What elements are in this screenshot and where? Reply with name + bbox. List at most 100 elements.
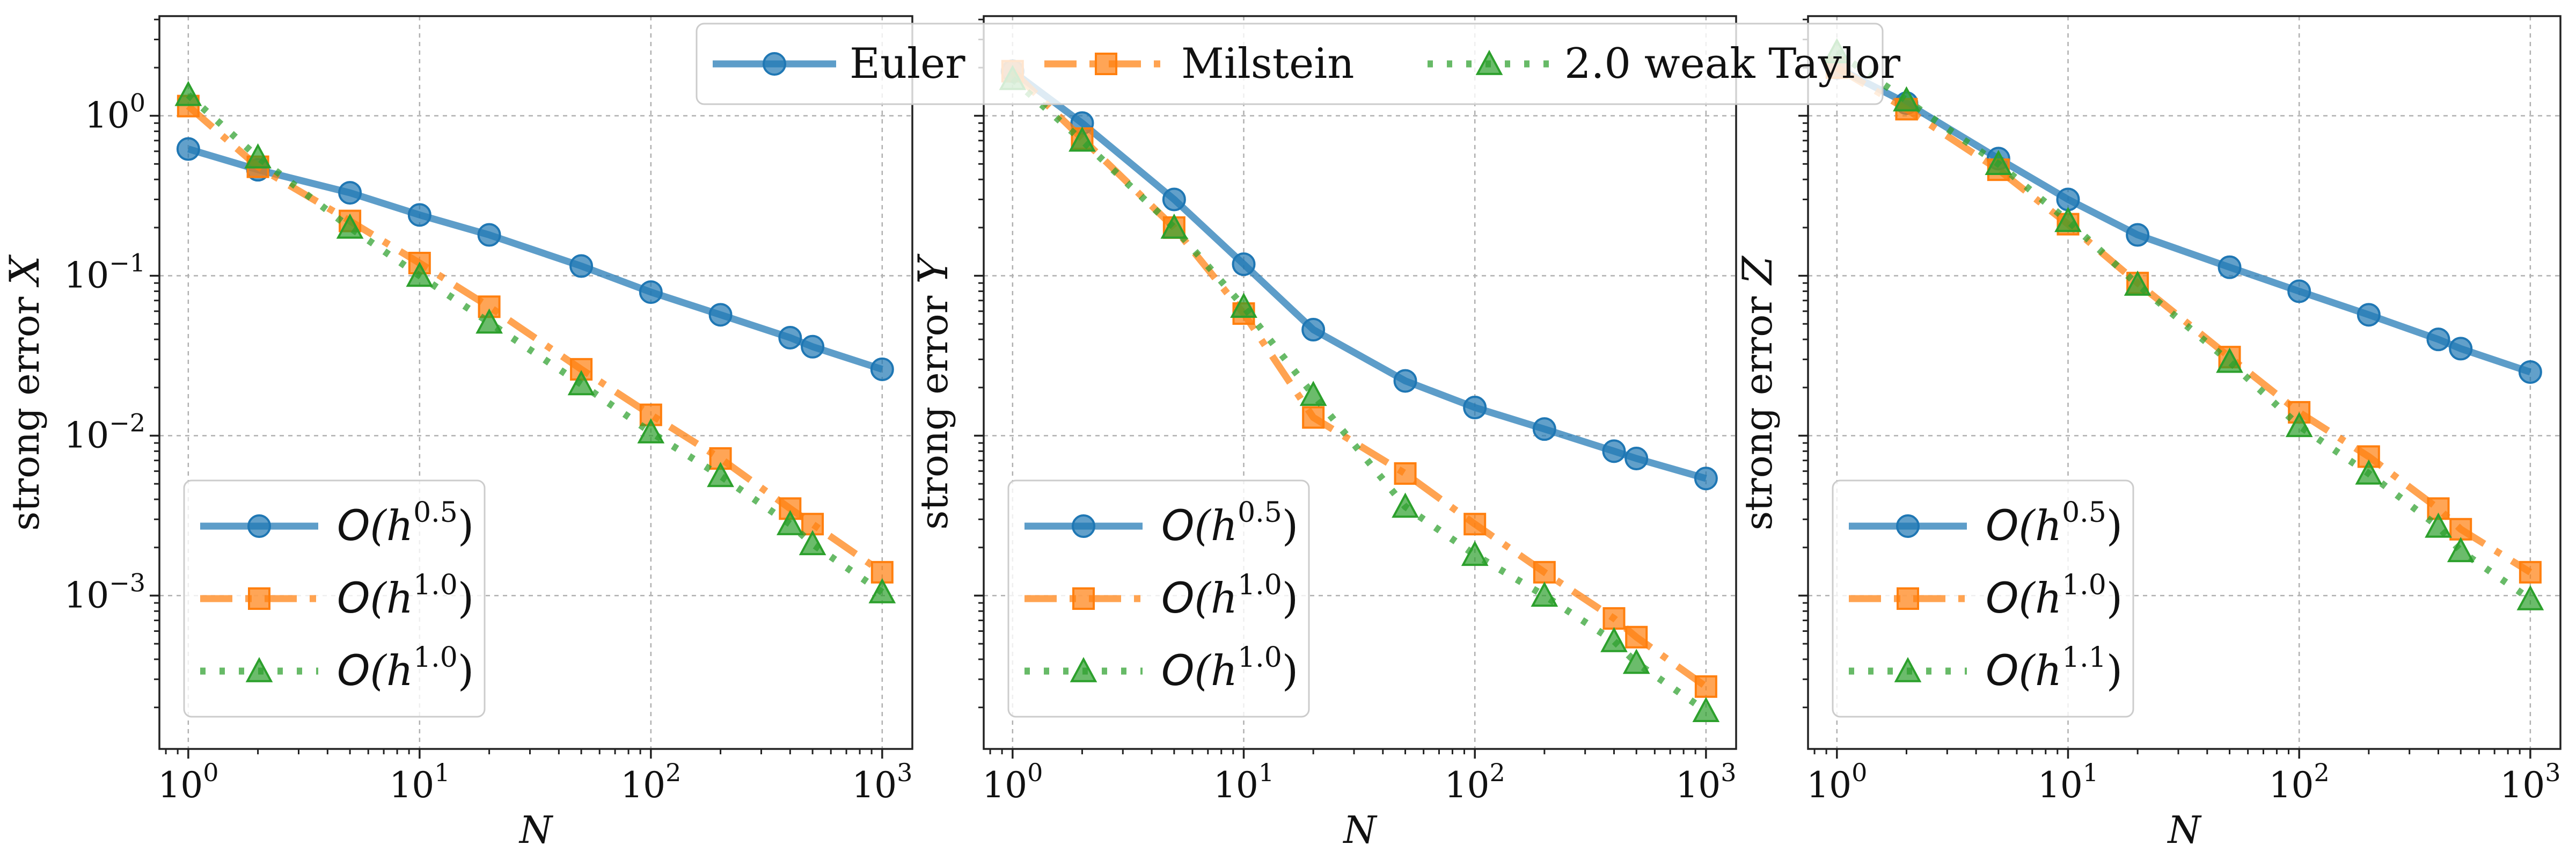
data-point: [174, 81, 202, 106]
data-point: [1463, 396, 1487, 420]
data-point: [2126, 223, 2150, 247]
legend-base: (h: [1194, 647, 1238, 695]
x-tick-label: 102: [2269, 758, 2330, 806]
legend-base: (h: [370, 647, 413, 695]
legend-marker: [245, 657, 273, 682]
legend-marker: [1072, 587, 1095, 610]
legend-label: O(h0.5): [337, 497, 474, 550]
x-tick-exponent: 0: [1027, 758, 1043, 787]
legend-base: (h: [370, 574, 413, 623]
data-point: [1531, 581, 1558, 607]
x-tick-exponent: 3: [2545, 758, 2560, 787]
x-tick-label: 100: [158, 758, 218, 806]
y-tick-exponent: −2: [109, 409, 145, 438]
y-axis-label: strong error Y: [909, 253, 957, 530]
x-tick-label: 101: [389, 758, 450, 806]
data-point: [406, 261, 434, 287]
legend-o: O: [1986, 502, 2018, 550]
legend-exponent: 0.5: [1238, 497, 1282, 529]
legend-label: O(h1.0): [337, 642, 474, 695]
legend-label: O(h1.0): [337, 569, 474, 623]
data-point: [1299, 381, 1327, 406]
x-tick-exponent: 2: [665, 758, 681, 787]
legend-o: O: [1161, 574, 1194, 623]
x-tick-label: 102: [1445, 758, 1505, 806]
legend-o: O: [1986, 574, 2018, 623]
series-line: [1010, 68, 1707, 482]
y-tick-base: 10: [64, 574, 109, 616]
data-point: [2355, 459, 2383, 485]
y-tick-base: 10: [64, 255, 109, 296]
x-tick-base: 10: [2500, 765, 2545, 806]
data-point: [1692, 697, 1720, 722]
legend-base: (h: [2018, 574, 2062, 623]
data-point: [2447, 537, 2475, 563]
x-tick-label: 101: [1213, 758, 1274, 806]
legend-marker: [1070, 657, 1097, 682]
legend-close: ): [1282, 647, 1298, 695]
data-point: [407, 203, 431, 227]
data-point: [868, 578, 896, 603]
x-tick-base: 10: [620, 765, 665, 806]
x-tick-exponent: 0: [1851, 758, 1867, 787]
figure-legend-euler: Euler: [850, 40, 965, 88]
figure-legend-marker: [1475, 49, 1503, 75]
legend-o: O: [337, 502, 370, 550]
plot-frame: [983, 15, 1737, 750]
x-tick-exponent: 1: [2083, 758, 2098, 787]
legend-exponent: 1.0: [413, 569, 458, 601]
x-tick-base: 10: [389, 765, 434, 806]
figure-legend-2-0-weak-taylor: 2.0 weak Taylor: [1564, 40, 1901, 88]
y-tick-exponent: −3: [109, 568, 145, 597]
data-point: [639, 280, 663, 304]
panel-legend: O(h0.5)O(h1.0)O(h1.1): [1832, 479, 2134, 718]
y-tick-exponent: 0: [130, 89, 145, 118]
data-point: [801, 334, 825, 359]
data-point: [1625, 625, 1648, 649]
x-tick-base: 10: [158, 765, 203, 806]
y-tick-base: 10: [85, 95, 130, 136]
data-point: [2518, 360, 2542, 384]
figure-legend-milstein: Milstein: [1181, 40, 1354, 88]
data-point: [244, 143, 272, 169]
x-tick-exponent: 3: [897, 758, 912, 787]
data-point: [1532, 417, 1556, 441]
data-point: [1232, 252, 1256, 276]
x-tick-exponent: 1: [1258, 758, 1274, 787]
legend-marker: [1896, 514, 1920, 538]
y-tick-exponent: −1: [109, 249, 145, 278]
plot-frame: [158, 15, 913, 750]
legend-label: O(h0.5): [1161, 497, 1298, 550]
legend-exponent: 1.0: [1238, 642, 1282, 674]
series-euler: [1000, 59, 1718, 491]
figure-legend-marker: [763, 52, 786, 76]
data-point: [1624, 447, 1649, 471]
data-point: [475, 308, 503, 334]
data-point: [2218, 255, 2242, 279]
legend-label: O(h1.0): [1986, 569, 2123, 623]
data-point: [637, 418, 665, 443]
data-point: [870, 357, 894, 381]
x-axis-label: N: [518, 808, 554, 852]
data-point: [2216, 347, 2243, 373]
data-point: [707, 462, 734, 487]
data-point: [2357, 303, 2381, 327]
data-point: [1893, 86, 1920, 112]
data-point: [1393, 369, 1417, 393]
data-point: [1985, 150, 2012, 176]
y-tick-label: 10−1: [64, 249, 145, 296]
y-axis-label-variable: Z: [1733, 256, 1781, 286]
y-axis-label-variable: Y: [909, 253, 957, 284]
data-point: [2449, 518, 2472, 541]
legend-marker: [247, 514, 271, 538]
data-point: [1602, 607, 1626, 630]
series-line: [1835, 49, 2533, 602]
x-tick-exponent: 2: [1490, 758, 1505, 787]
legend-o: O: [337, 574, 370, 623]
data-point: [799, 530, 826, 556]
series-2-0-weak-taylor: [999, 64, 1720, 722]
y-tick-label: 10−2: [64, 409, 145, 456]
